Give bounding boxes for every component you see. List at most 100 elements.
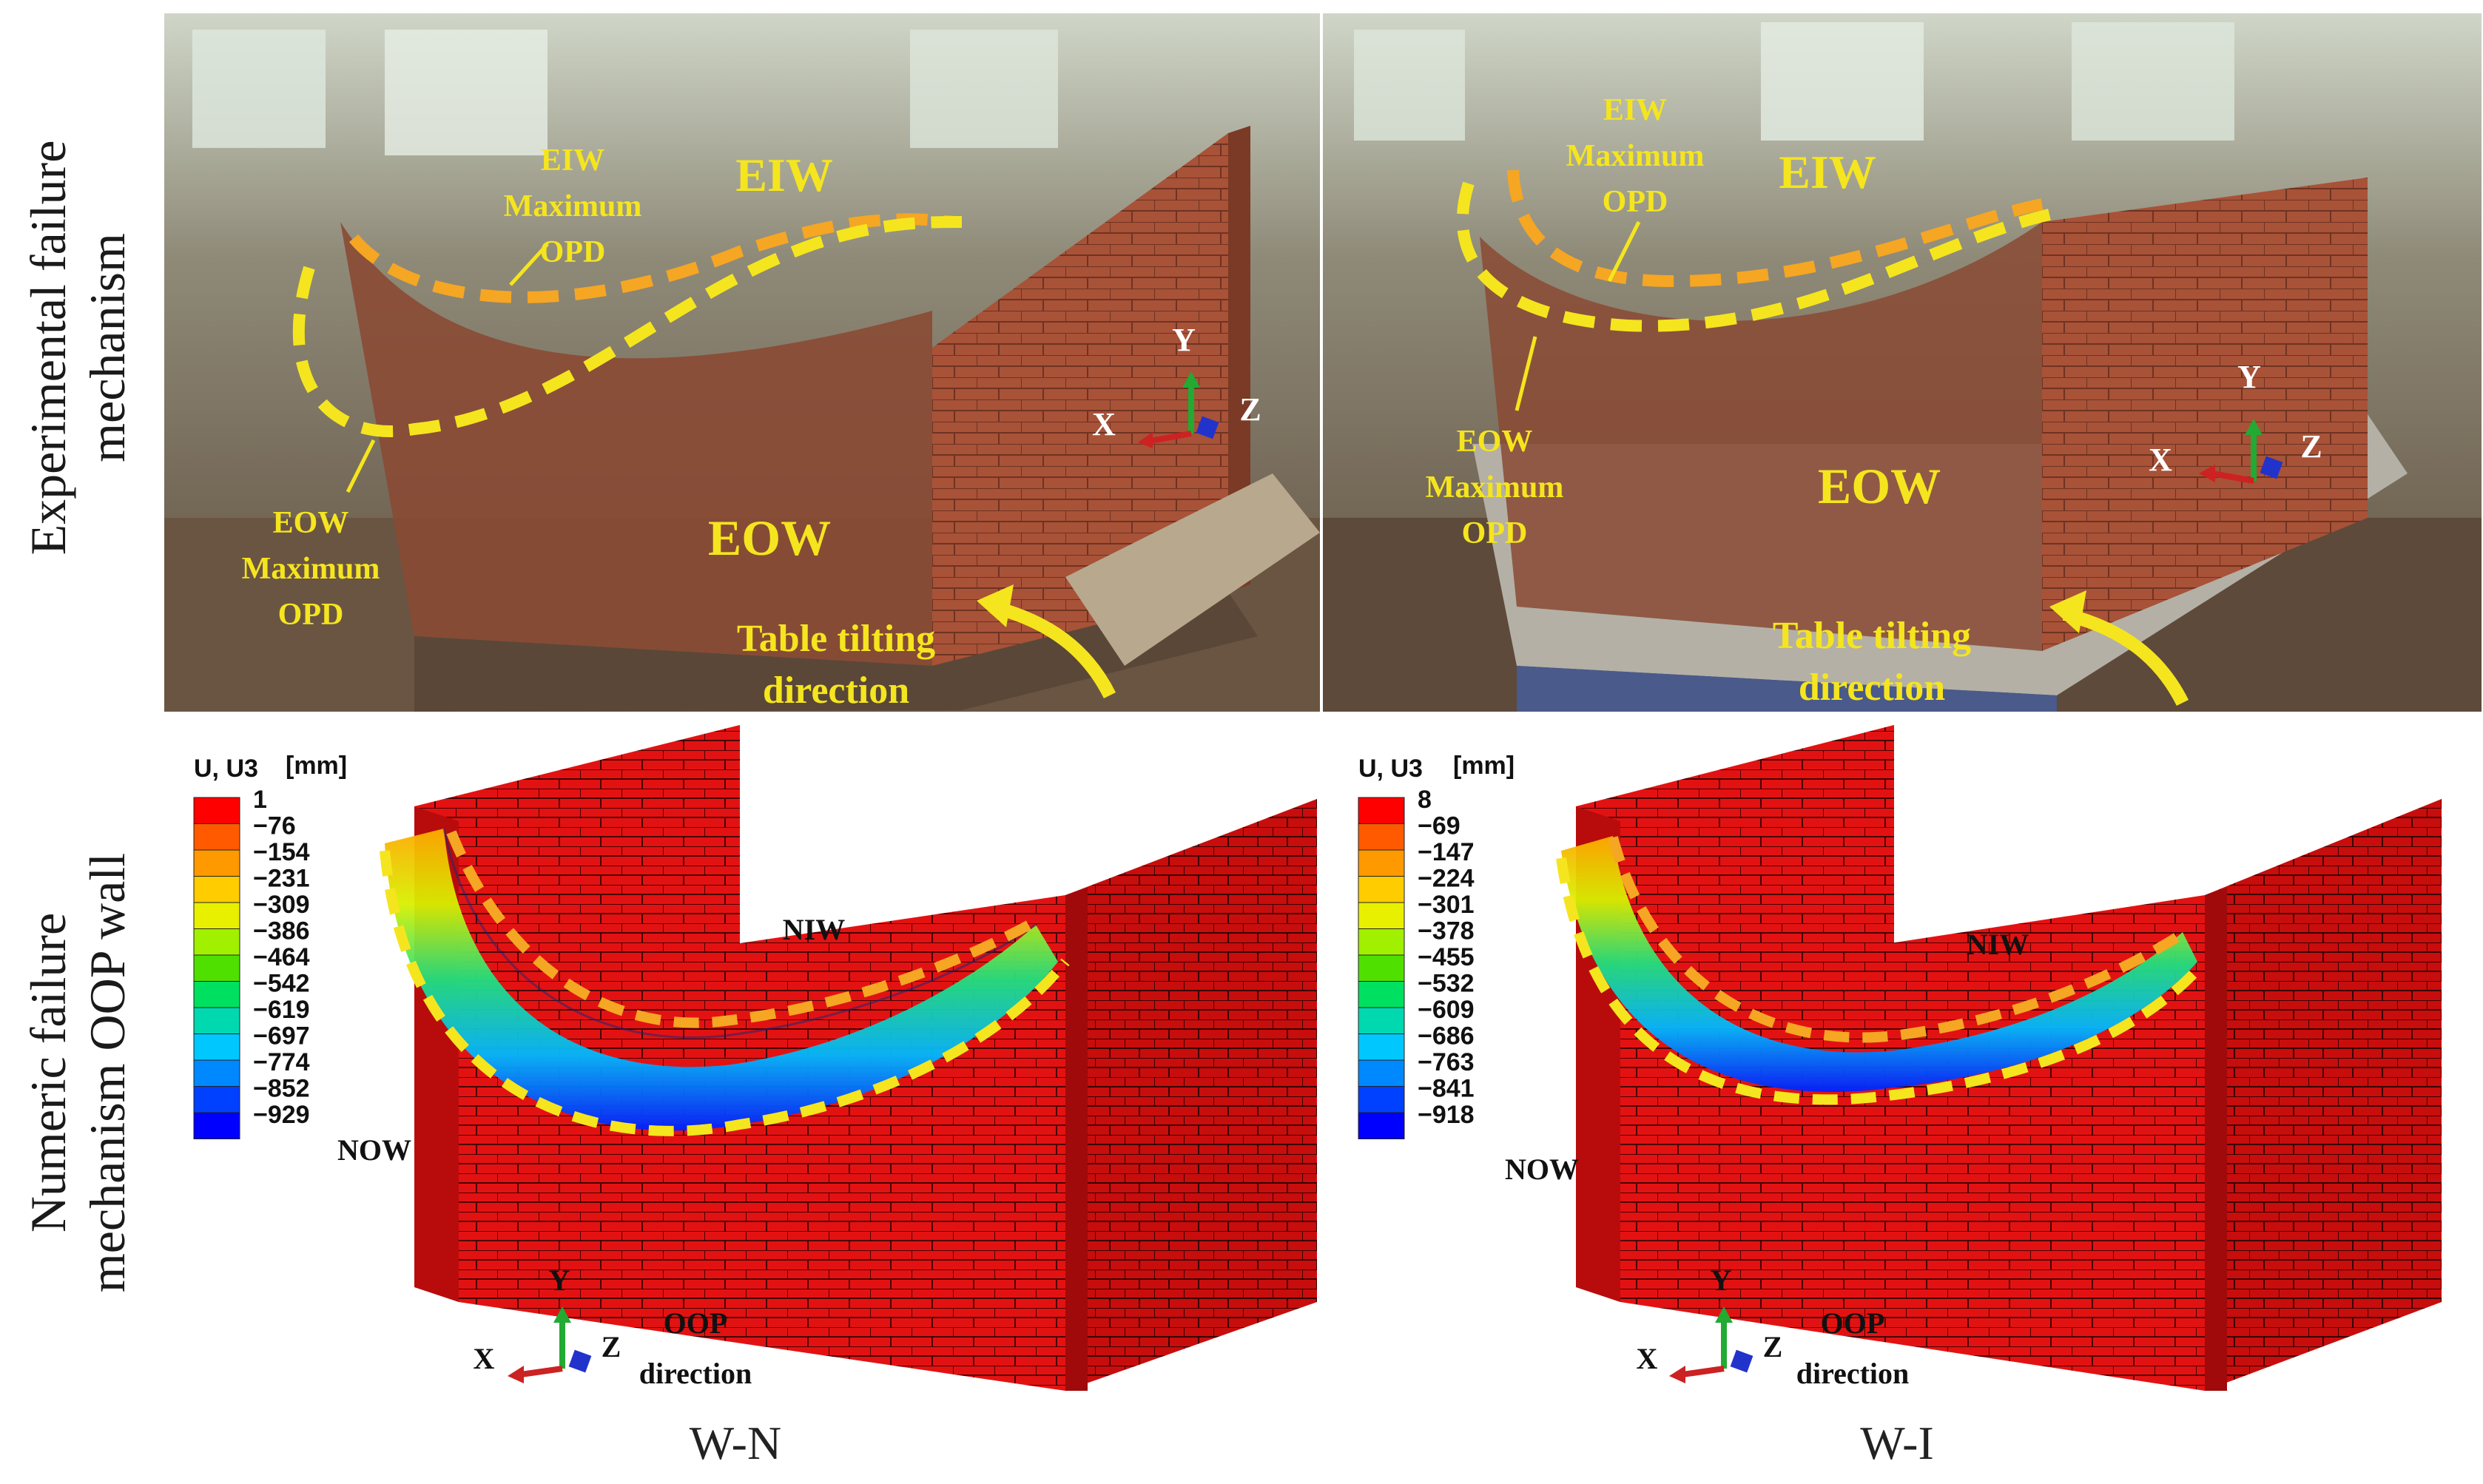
oop-line2: direction xyxy=(1796,1357,1910,1390)
legend-unit: [mm] xyxy=(1453,752,1515,780)
eiw-max-line3: OPD xyxy=(1603,185,1668,219)
row-label-bottom: Numeric failure mechanism OOP wall xyxy=(20,853,135,1292)
eiw-label: EIW xyxy=(1779,146,1876,198)
tilt-line2: direction xyxy=(1799,667,1945,709)
eiw-max-line2: Maximum xyxy=(504,189,642,223)
tilt-line1: Table tilting xyxy=(737,618,935,660)
legend-title: U, U3 xyxy=(1358,755,1423,783)
legend-value: −774 xyxy=(253,1048,310,1076)
legend-swatch xyxy=(193,797,240,824)
legend-title: U, U3 xyxy=(194,755,258,783)
axis-triad-model-left xyxy=(508,1306,592,1383)
legend-swatch xyxy=(1358,797,1405,824)
caption: W-I xyxy=(1860,1417,1934,1469)
eow-label: EOW xyxy=(1818,458,1941,514)
legend-value: 8 xyxy=(1418,786,1432,814)
eow-max-line3: OPD xyxy=(278,598,344,632)
row-label-bottom-line1: Numeric failure xyxy=(20,913,76,1232)
eow-max-line3: OPD xyxy=(1462,516,1528,550)
axis-x: X xyxy=(474,1342,495,1375)
legend-swatch xyxy=(193,1033,240,1061)
axis-x: X xyxy=(2149,442,2172,478)
legend-value: −378 xyxy=(1418,917,1475,945)
now-label: NOW xyxy=(337,1133,411,1167)
photo-right: EIW EIW Maximum OPD EOW EOW Maximum OPD … xyxy=(1323,13,2482,712)
axis-triad-photo-left xyxy=(1138,371,1219,448)
legend-value: −224 xyxy=(1418,865,1475,893)
axis-z: Z xyxy=(1763,1330,1783,1363)
caption: W-N xyxy=(690,1417,781,1469)
legend-swatch xyxy=(1358,902,1405,929)
now-label: NOW xyxy=(1505,1153,1579,1186)
legend-value: 1 xyxy=(253,786,267,814)
legend-swatch xyxy=(1358,1007,1405,1034)
tilt-line1: Table tilting xyxy=(1773,615,1971,657)
oop-line2: direction xyxy=(639,1357,752,1390)
legend-swatch xyxy=(1358,954,1405,982)
legend-swatch xyxy=(1358,823,1405,851)
legend-unit: [mm] xyxy=(286,752,347,780)
axis-y: Y xyxy=(1711,1264,1732,1297)
legend-value: −309 xyxy=(253,891,310,919)
oop-line1: OOP xyxy=(1821,1306,1885,1340)
axis-x: X xyxy=(1637,1342,1658,1375)
legend-value: −231 xyxy=(253,865,310,893)
axis-triad-photo-right xyxy=(2199,419,2283,484)
legend-swatch xyxy=(193,849,240,877)
legend-value: −697 xyxy=(253,1022,310,1050)
legend-swatch xyxy=(1358,1033,1405,1061)
axis-y: Y xyxy=(1172,322,1196,358)
eiw-max-line1: EIW xyxy=(1603,93,1667,127)
axis-z: Z xyxy=(602,1330,621,1363)
legend-swatch xyxy=(1358,928,1405,956)
eow-max-line2: Maximum xyxy=(242,552,380,586)
oop-line1: OOP xyxy=(664,1306,728,1340)
legend-swatch xyxy=(1358,1059,1405,1087)
legend-swatch xyxy=(1358,1112,1405,1139)
legend-value: −154 xyxy=(253,838,310,866)
eiw-max-line1: EIW xyxy=(541,144,604,178)
legend-swatch xyxy=(1358,981,1405,1008)
legend-value: −301 xyxy=(1418,891,1475,919)
model-left: NIW NOW OOP direction Y X Z W-N U, U3 [m… xyxy=(193,725,1317,1469)
axis-triad-model-right xyxy=(1669,1306,1753,1383)
legend-swatch xyxy=(193,823,240,851)
legend-swatch xyxy=(1358,849,1405,877)
legend-swatch xyxy=(1358,1086,1405,1113)
eow-max-line1: EOW xyxy=(1457,425,1533,459)
legend-swatch xyxy=(193,1059,240,1087)
row-label-top-line2: mechanism xyxy=(79,233,135,462)
legend-value: −542 xyxy=(253,970,310,998)
legend-value: −841 xyxy=(1418,1075,1475,1103)
legend-swatch xyxy=(193,954,240,982)
photo-left: EIW EIW Maximum OPD EOW EOW Maximum OPD … xyxy=(164,13,1320,712)
axis-y: Y xyxy=(2237,359,2261,395)
legend-value: −69 xyxy=(1418,812,1461,840)
legend-value: −619 xyxy=(253,996,310,1024)
legend-right: U, U3 [mm] 8−69−147−224−301−378−455−532−… xyxy=(1358,752,1515,1139)
legend-value: −918 xyxy=(1418,1101,1475,1129)
legend-value: −147 xyxy=(1418,838,1475,866)
eow-label: EOW xyxy=(708,510,831,566)
row-label-top: Experimental failure mechanism xyxy=(20,141,135,556)
model-right: NIW NOW OOP direction Y X Z W-I U, U3 [m… xyxy=(1358,725,2442,1469)
legend-swatch xyxy=(193,876,240,903)
row-label-top-line1: Experimental failure xyxy=(20,141,76,556)
legend-value: −763 xyxy=(1418,1048,1475,1076)
legend-swatch xyxy=(193,902,240,929)
niw-label: NIW xyxy=(783,913,845,946)
legend-swatch xyxy=(193,1007,240,1034)
axis-z: Z xyxy=(2300,428,2322,465)
axis-x: X xyxy=(1092,406,1116,442)
axis-z: Z xyxy=(1239,391,1261,428)
eow-max-line2: Maximum xyxy=(1426,471,1564,505)
legend-swatch xyxy=(193,981,240,1008)
row-label-bottom-line2: mechanism OOP wall xyxy=(79,853,135,1292)
eow-max-line1: EOW xyxy=(273,506,349,540)
eiw-label: EIW xyxy=(735,149,833,201)
eiw-max-line3: OPD xyxy=(540,235,606,269)
axis-y: Y xyxy=(549,1264,570,1297)
legend-value: −929 xyxy=(253,1101,310,1129)
legend-swatch xyxy=(193,1086,240,1113)
